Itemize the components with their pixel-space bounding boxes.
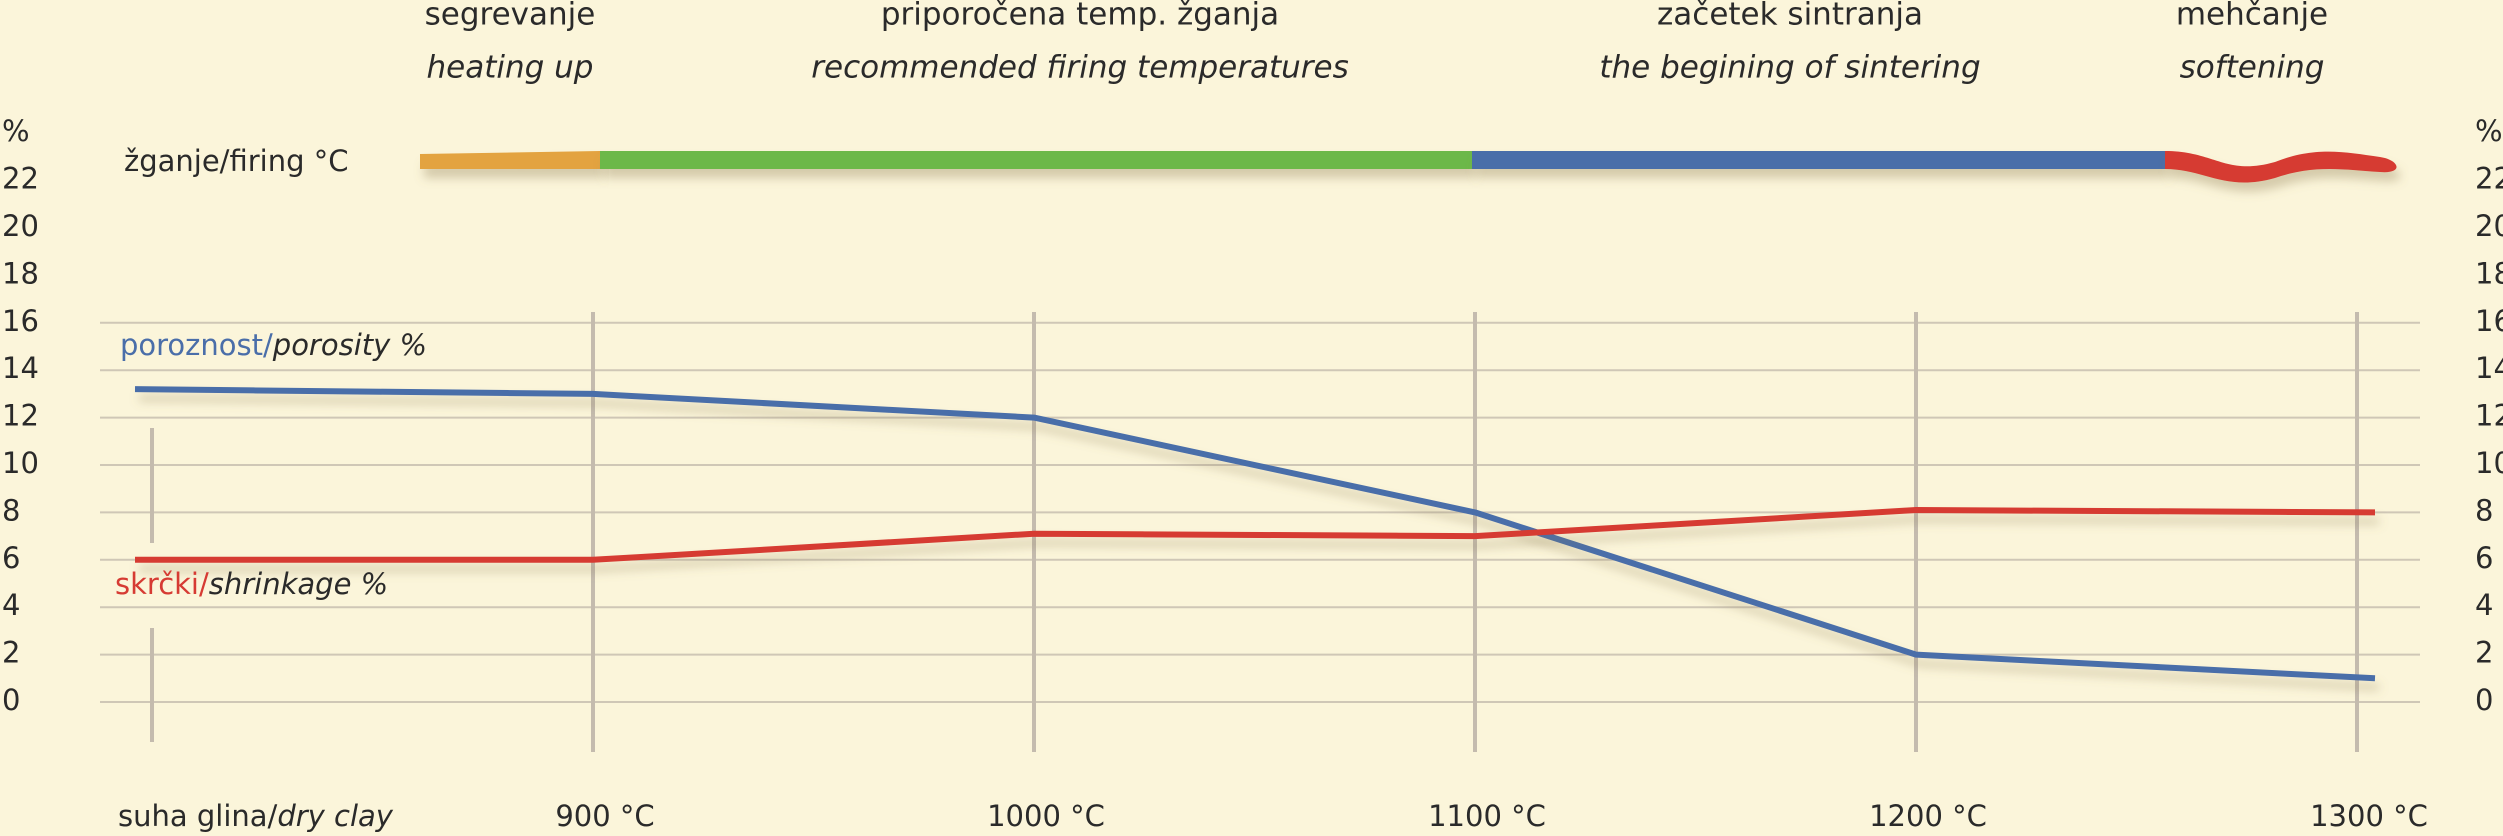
phase-label-en: recommended firing temperatures (811, 50, 1348, 86)
y-tick-label: 14 (2475, 351, 2503, 385)
y-tick-label: 20 (2, 209, 39, 243)
y-tick-label: 10 (2475, 446, 2503, 480)
y-tick-label: 6 (2475, 541, 2493, 575)
x-tick-label: 1100 °C (1428, 799, 1546, 833)
y-tick-label: 18 (2, 256, 39, 290)
phase-label: mehčanje (2176, 0, 2328, 33)
y-axis-label: % (2475, 114, 2503, 148)
y-tick-label: 18 (2475, 256, 2503, 290)
firing-label: žganje/firing °C (124, 144, 348, 178)
phase-bar (420, 151, 600, 169)
phase-label: priporočena temp. žganja (881, 0, 1279, 33)
phase-bar (600, 151, 1472, 169)
y-tick-label: 0 (2475, 683, 2493, 717)
y-tick-label: 2 (2475, 636, 2493, 670)
series-line (135, 507, 2376, 563)
y-tick-label: 4 (2, 588, 20, 622)
y-tick-label: 10 (2, 446, 39, 480)
phase-label-en: softening (2180, 50, 2325, 86)
x-tick-label: 900 °C (555, 799, 654, 833)
x-tick-label: 1200 °C (1869, 799, 1987, 833)
y-tick-label: 14 (2, 351, 39, 385)
y-tick-label: 6 (2, 541, 20, 575)
y-tick-label: 20 (2475, 209, 2503, 243)
y-tick-label: 22 (2475, 162, 2503, 196)
x-tick-label: 1300 °C (2310, 799, 2428, 833)
y-tick-label: 2 (2, 636, 20, 670)
legend-label: poroznost/porosity % (120, 328, 427, 362)
y-tick-label: 8 (2, 493, 20, 527)
y-tick-label: 0 (2, 683, 20, 717)
x-tick-label: 1000 °C (987, 799, 1105, 833)
phase-label: začetek sintranja (1657, 0, 1923, 33)
legend-label: skrčki/shrinkage % (115, 567, 388, 601)
y-tick-label: 12 (2475, 399, 2503, 433)
x-tick-label: suha glina/dry clay (118, 799, 394, 833)
y-tick-label: 12 (2, 399, 39, 433)
y-axis-label: % (2, 114, 30, 148)
phase-bar (2165, 151, 2397, 183)
series-line (134, 386, 2376, 682)
y-tick-label: 8 (2475, 493, 2493, 527)
y-tick-label: 22 (2, 162, 39, 196)
phase-label: segrevanje (425, 0, 596, 33)
y-tick-label: 4 (2475, 588, 2493, 622)
phase-label-en: the begining of sintering (1599, 50, 1980, 86)
phase-label-en: heating up (427, 50, 594, 86)
y-tick-label: 16 (2475, 304, 2503, 338)
y-tick-label: 16 (2, 304, 39, 338)
phase-bar (1472, 151, 2165, 169)
